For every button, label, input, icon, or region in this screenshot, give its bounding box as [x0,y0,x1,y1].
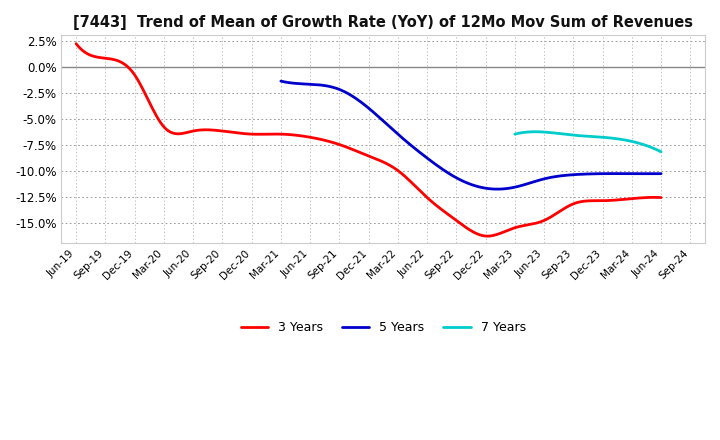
3 Years [430,201,438,206]
7 Years [598,135,606,140]
3 Years [657,195,665,200]
3 Years [73,44,82,49]
Legend: 3 Years, 5 Years, 7 Years: 3 Years, 5 Years, 7 Years [235,316,531,339]
7 Years [511,132,520,137]
7 Years [644,143,652,149]
7 Years [634,140,643,146]
7 Years [598,135,607,140]
5 Years [276,78,285,84]
7 Years [531,129,540,134]
Line: 5 Years: 5 Years [281,81,661,189]
3 Years [482,234,491,239]
Title: [7443]  Trend of Mean of Growth Rate (YoY) of 12Mo Mov Sum of Revenues: [7443] Trend of Mean of Growth Rate (YoY… [73,15,693,30]
3 Years [72,41,81,46]
5 Years [598,171,607,176]
Line: 3 Years: 3 Years [76,44,661,236]
5 Years [492,187,501,192]
Line: 7 Years: 7 Years [515,132,661,152]
3 Years [420,192,428,198]
5 Years [278,79,287,84]
3 Years [567,202,575,207]
5 Years [623,171,631,176]
5 Years [503,186,512,191]
5 Years [504,186,513,191]
3 Years [604,198,613,203]
3 Years [418,191,427,196]
5 Years [510,184,519,190]
7 Years [600,135,609,140]
7 Years [510,132,519,137]
5 Years [657,171,665,176]
7 Years [657,149,665,154]
